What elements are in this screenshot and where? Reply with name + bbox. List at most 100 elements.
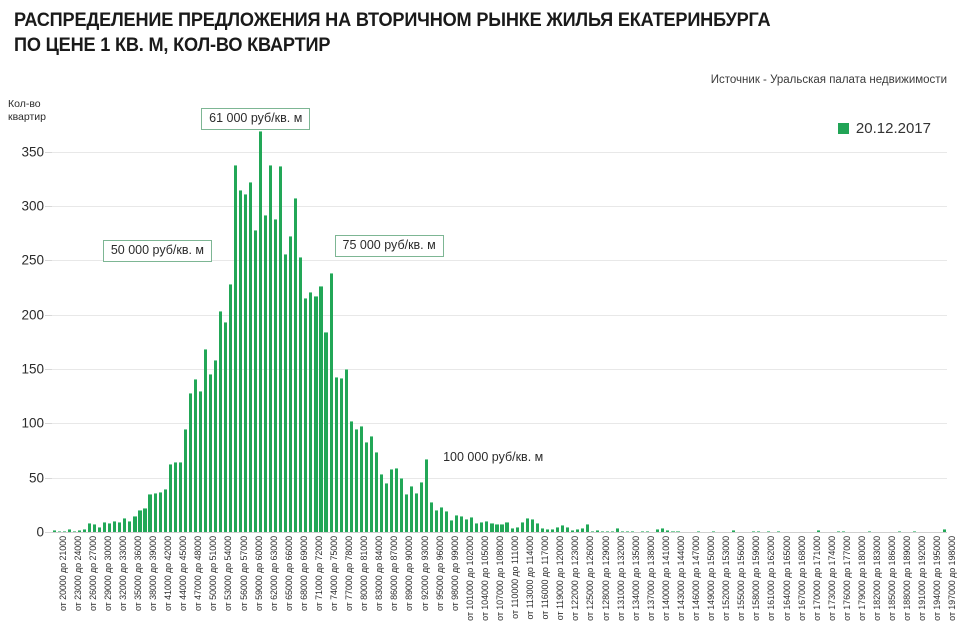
bar	[123, 517, 127, 532]
bar	[420, 482, 424, 532]
bar	[223, 322, 228, 532]
x-axis-tick-label-text: от 35000 до 36000	[132, 536, 143, 612]
bar	[942, 528, 947, 532]
gridline	[52, 423, 947, 425]
gridline	[52, 260, 947, 262]
bar	[369, 436, 373, 532]
y-axis-tick-mark	[45, 151, 52, 153]
x-axis-tick-label-text: от 155000 до 156000	[736, 536, 747, 621]
bar	[314, 296, 318, 532]
bar	[274, 219, 278, 532]
x-axis-tick-label-text: от 149000 до 150000	[706, 536, 717, 621]
bar	[440, 507, 444, 532]
bar	[153, 492, 157, 532]
bar	[138, 510, 142, 532]
bar	[450, 520, 454, 532]
bar	[510, 527, 514, 532]
y-axis-tick-label: 200	[21, 307, 44, 323]
x-axis-tick-label-text: от 176000 до 177000	[841, 536, 852, 621]
bar	[133, 515, 137, 532]
x-axis-tick-label-text: от 158000 до 159000	[751, 536, 762, 621]
bar	[183, 428, 187, 532]
bar	[319, 286, 323, 532]
x-axis-tick-label-text: от 179000 до 180000	[856, 536, 867, 621]
bar	[470, 516, 474, 532]
bar	[756, 530, 760, 532]
gridline	[52, 151, 947, 153]
legend-item-label: 20.12.2017	[855, 120, 931, 137]
bar	[616, 527, 620, 532]
bar	[646, 530, 650, 532]
bar	[394, 467, 398, 532]
bar	[168, 463, 172, 532]
x-axis-tick-label-text: от 116000 до 117000	[540, 536, 551, 620]
bar	[324, 332, 328, 532]
x-axis-tick-label-text: от 173000 до 174000	[826, 536, 837, 621]
bar	[148, 493, 152, 532]
bar	[193, 378, 197, 532]
x-axis-tick-label-text: от 47000 до 48000	[193, 536, 204, 612]
gridline	[52, 477, 947, 479]
bar	[766, 530, 771, 532]
x-axis-tick-label-text: от 74000 до 75000	[329, 536, 340, 612]
bar	[696, 530, 700, 532]
bar	[143, 508, 147, 532]
x-axis-tick-label-text: от 104000 до 105000	[479, 536, 490, 621]
bar	[244, 194, 248, 532]
bar	[585, 524, 590, 532]
bar	[555, 526, 559, 532]
bar	[590, 530, 595, 532]
bar	[52, 529, 57, 532]
bar	[595, 529, 600, 532]
x-axis-tick-label-text: от 50000 до 51000	[208, 536, 219, 612]
bar	[344, 369, 348, 532]
bar	[414, 492, 419, 532]
bar	[525, 517, 529, 532]
bar	[777, 530, 781, 532]
legend-color-swatch	[837, 123, 849, 134]
bar	[540, 527, 544, 532]
bar	[490, 523, 494, 532]
bar	[425, 459, 429, 532]
gridline	[52, 314, 947, 316]
bar	[284, 253, 288, 532]
bar-series	[52, 130, 947, 532]
bar	[621, 530, 625, 532]
x-axis-line	[52, 532, 947, 533]
bar	[213, 360, 217, 532]
bar	[550, 528, 554, 532]
y-axis-tick-mark	[45, 206, 52, 208]
x-axis-tick-label-text: от 107000 до 108000	[494, 536, 505, 621]
bar	[631, 530, 635, 532]
bar	[228, 284, 233, 532]
bar	[173, 462, 177, 532]
bar	[751, 530, 755, 532]
bar	[505, 522, 509, 532]
y-axis-tick-label: 100	[21, 415, 44, 431]
bar	[455, 514, 459, 532]
y-axis-tick-label: 300	[21, 198, 44, 214]
bar	[374, 451, 378, 532]
page-title-line-1: РАСПРЕДЕЛЕНИЕ ПРЕДЛОЖЕНИЯ НА ВТОРИЧНОМ Р…	[14, 9, 771, 31]
bar	[666, 529, 670, 532]
bar	[73, 530, 77, 532]
x-axis-tick-label-text: от 92000 до 93000	[419, 536, 430, 612]
bar	[259, 131, 263, 532]
bar	[837, 530, 841, 532]
x-axis-tick-label-text: от 146000 до 147000	[691, 536, 702, 621]
bar	[334, 376, 338, 532]
bar	[379, 474, 383, 532]
bar	[626, 530, 630, 532]
x-axis-tick-label-text: от 152000 до 153000	[721, 536, 732, 621]
bar	[601, 530, 605, 532]
bar	[279, 165, 283, 532]
bar	[817, 529, 821, 532]
bar	[560, 525, 564, 532]
y-axis-tick-mark	[45, 532, 52, 533]
page-title: РАСПРЕДЕЛЕНИЕ ПРЕДЛОЖЕНИЯ НА ВТОРИЧНОМ Р…	[14, 8, 894, 58]
x-axis-tick-label-text: от 53000 до 54000	[223, 536, 234, 612]
gridline	[52, 206, 947, 208]
x-axis-tick-label-text: от 134000 до 135000	[630, 536, 641, 621]
bar	[480, 522, 484, 532]
x-axis-tick-label-text: от 26000 до 27000	[87, 536, 98, 612]
